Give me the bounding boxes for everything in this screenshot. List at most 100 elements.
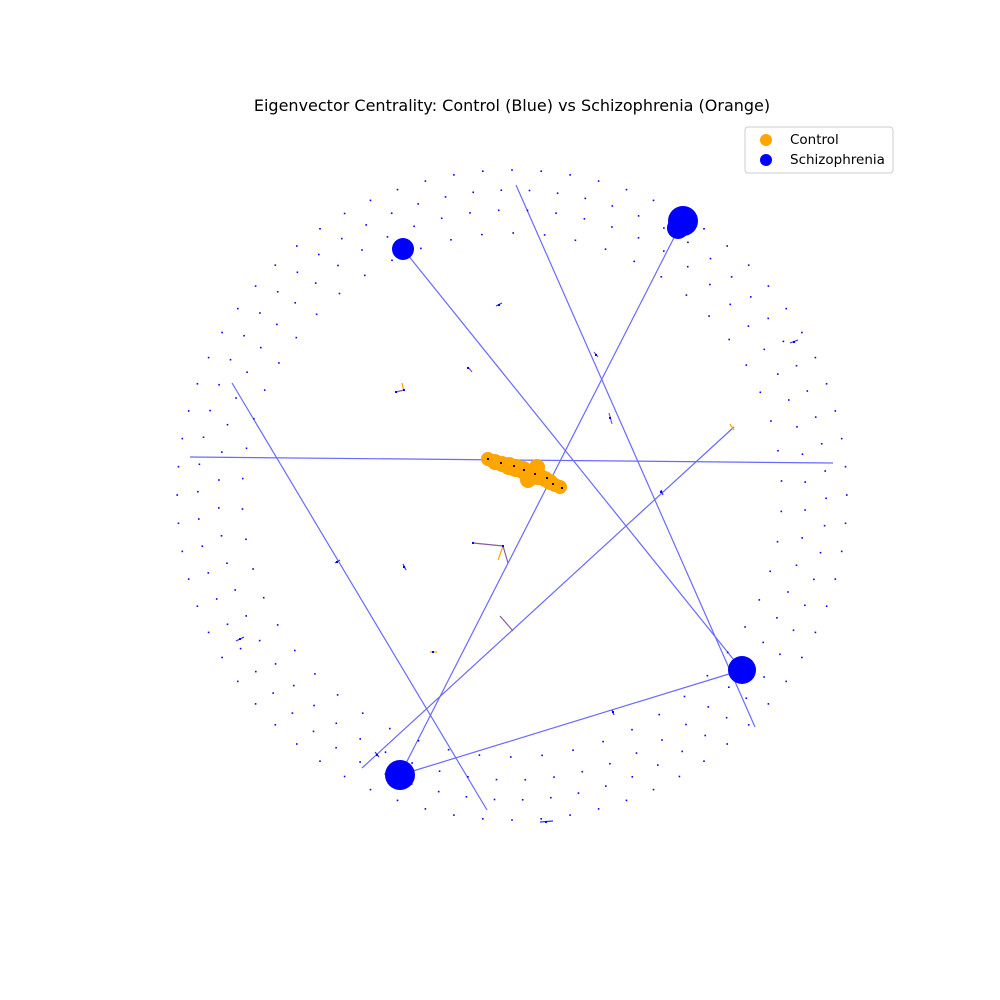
small-node bbox=[823, 524, 826, 527]
small-node bbox=[569, 814, 571, 816]
small-node bbox=[221, 331, 223, 334]
small-node bbox=[524, 778, 527, 781]
small-node bbox=[747, 264, 750, 266]
small-node bbox=[785, 307, 787, 310]
small-node bbox=[417, 740, 420, 742]
small-node bbox=[252, 568, 254, 570]
small-node bbox=[780, 480, 783, 482]
small-node bbox=[726, 651, 729, 654]
small-node bbox=[440, 217, 443, 220]
small-node bbox=[767, 285, 770, 287]
small-node bbox=[744, 626, 746, 628]
small-node bbox=[369, 199, 372, 202]
small-node bbox=[604, 248, 607, 250]
small-node bbox=[437, 790, 440, 793]
small-node bbox=[767, 317, 769, 320]
small-node bbox=[465, 796, 468, 798]
small-node bbox=[319, 760, 321, 762]
control-node-center bbox=[546, 477, 548, 479]
schizophrenia-hub-node bbox=[728, 656, 756, 684]
interior-node bbox=[660, 491, 662, 493]
small-node bbox=[207, 572, 210, 574]
small-node bbox=[478, 754, 481, 756]
small-node bbox=[467, 776, 469, 778]
small-node bbox=[318, 253, 320, 256]
control-node-center bbox=[487, 458, 489, 460]
small-node bbox=[521, 799, 524, 801]
small-node bbox=[341, 237, 343, 240]
small-node bbox=[820, 443, 823, 445]
small-node bbox=[801, 453, 804, 455]
small-node bbox=[390, 212, 393, 214]
small-node bbox=[685, 294, 688, 296]
control-node-center bbox=[500, 462, 502, 464]
small-node bbox=[663, 227, 665, 229]
small-node bbox=[635, 752, 638, 754]
schizophrenia-hub-node bbox=[385, 760, 415, 790]
small-node bbox=[685, 723, 687, 726]
small-node bbox=[687, 241, 689, 244]
small-node bbox=[763, 348, 766, 351]
small-node bbox=[241, 477, 244, 480]
small-node bbox=[814, 416, 817, 418]
small-node bbox=[263, 389, 266, 391]
small-node bbox=[177, 465, 180, 468]
small-node bbox=[315, 313, 318, 316]
small-node bbox=[246, 371, 248, 373]
small-node bbox=[625, 799, 628, 802]
small-node bbox=[276, 291, 279, 293]
small-node bbox=[198, 463, 201, 466]
small-node bbox=[553, 776, 555, 778]
small-node bbox=[633, 260, 635, 263]
small-node bbox=[391, 259, 393, 262]
small-node bbox=[424, 808, 427, 810]
small-node bbox=[844, 522, 847, 525]
small-node bbox=[844, 465, 847, 468]
small-node bbox=[253, 417, 255, 420]
small-node bbox=[359, 761, 361, 763]
small-node bbox=[581, 770, 584, 773]
small-node bbox=[472, 191, 474, 194]
interior-node bbox=[612, 711, 614, 713]
small-node bbox=[493, 798, 496, 801]
small-node bbox=[293, 684, 295, 687]
small-node bbox=[597, 808, 600, 810]
small-node bbox=[658, 713, 660, 716]
small-node bbox=[708, 315, 710, 317]
small-node bbox=[278, 362, 280, 364]
legend-marker-schizophrenia bbox=[760, 154, 772, 166]
small-node bbox=[796, 426, 798, 428]
small-node bbox=[218, 383, 220, 386]
small-node bbox=[511, 819, 513, 821]
schizophrenia-edge bbox=[231, 382, 488, 811]
small-node bbox=[196, 383, 199, 385]
interior-node bbox=[609, 417, 611, 419]
small-node bbox=[229, 358, 232, 361]
interior-node bbox=[793, 341, 795, 343]
small-node bbox=[726, 245, 728, 247]
small-node bbox=[361, 249, 363, 251]
small-node bbox=[511, 169, 513, 171]
small-node bbox=[611, 205, 614, 207]
small-node bbox=[801, 331, 803, 334]
small-node bbox=[625, 188, 628, 191]
small-node bbox=[276, 624, 279, 626]
small-node bbox=[447, 748, 450, 751]
small-node bbox=[540, 818, 542, 820]
small-node bbox=[453, 814, 455, 816]
small-node bbox=[239, 647, 242, 650]
interior-edge bbox=[497, 545, 504, 561]
schizophrenia-edge bbox=[361, 426, 735, 769]
chart-title: Eigenvector Centrality: Control (Blue) v… bbox=[254, 96, 770, 115]
small-node bbox=[728, 338, 730, 341]
control-node-center bbox=[561, 487, 563, 489]
small-node bbox=[207, 356, 210, 359]
small-node bbox=[574, 239, 577, 242]
small-node bbox=[389, 727, 391, 730]
small-node bbox=[787, 591, 789, 593]
interior-node bbox=[239, 638, 241, 640]
small-node bbox=[181, 437, 184, 440]
small-node bbox=[528, 189, 531, 192]
small-node bbox=[396, 799, 399, 802]
small-node bbox=[343, 775, 346, 778]
